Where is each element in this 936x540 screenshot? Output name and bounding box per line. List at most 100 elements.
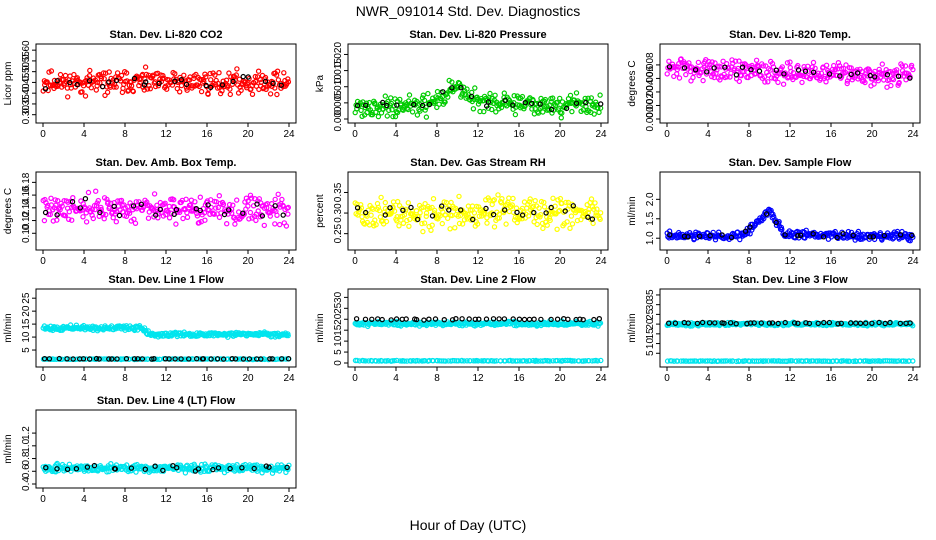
data-point [227,86,233,92]
y-axis-label: Licor ppm [3,62,14,106]
x-tick-label: 16 [201,256,213,267]
data-point [354,102,361,109]
data-point [445,215,451,222]
data-point [245,198,251,204]
x-tick-label: 24 [907,373,919,384]
data-point [272,221,278,227]
data-point [382,212,388,218]
data-point [439,358,445,364]
data-point [732,58,739,64]
data-point [263,86,269,93]
data-point [826,319,833,326]
data-point [470,106,477,112]
data-point [42,86,49,92]
data-point [126,210,133,216]
data-point [712,236,719,243]
data-point [768,358,775,364]
data-point [197,207,203,214]
data-point [160,467,166,474]
data-point [139,207,145,213]
data-point [42,209,49,216]
data-point [280,212,286,218]
data-point [382,93,388,99]
data-point [510,316,516,322]
data-point [722,358,728,364]
data-point [793,358,799,364]
data-point [810,230,816,237]
x-tick-label: 20 [554,129,566,140]
panel-2: Stan. Dev. Li-820 Pressure 0 4 8 12 16 20 24 0.0… [315,29,609,140]
data-point [532,197,538,204]
data-point [152,83,159,90]
x-tick-label: 12 [160,129,172,140]
data-point [278,82,284,88]
data-point [171,211,177,217]
data-point [799,79,805,86]
data-point [283,223,290,229]
data-point [203,82,209,89]
data-point [207,84,214,91]
data-point [445,94,451,100]
data-point [481,108,487,115]
data-point [763,63,769,69]
data-point [461,217,468,223]
data-point [406,223,412,229]
data-point [131,356,138,362]
data-point [230,202,236,208]
data-point [216,69,222,76]
data-point [372,217,378,223]
data-point [803,320,809,326]
x-tick-label: 4 [81,256,87,267]
data-point [230,78,236,85]
data-point [837,73,843,79]
y-tick-label: 10 [645,338,656,350]
data-point [44,79,50,85]
data-point [896,79,902,86]
data-point [765,79,771,85]
data-point [476,316,482,322]
data-point [369,316,375,322]
data-point [408,204,414,211]
panel-4: Stan. Dev. Amb. Box Temp. 0 4 8 12 16 20 24 0.10… [3,157,297,267]
plot-frame [659,43,921,124]
data-point [869,358,876,364]
data-point [281,70,287,76]
data-point [456,193,462,200]
data-point [487,90,493,97]
data-point [458,207,464,213]
x-tick-label: 16 [825,129,837,140]
data-point [582,358,589,364]
data-point [57,71,64,78]
x-tick-label: 4 [81,129,87,140]
data-point [521,316,528,323]
data-point [538,316,544,323]
data-point [277,221,283,228]
data-point [388,95,394,101]
data-point [554,226,560,232]
x-tick-label: 8 [746,129,752,140]
y-tick-label: 0.25 [333,223,344,243]
data-point [263,463,269,469]
data-point [285,211,291,217]
y-tick-label: 0.14 [21,198,32,218]
data-point [368,212,374,218]
data-point [91,462,98,469]
x-tick-label: 0 [664,129,670,140]
data-point [823,62,830,69]
data-point [74,75,81,81]
data-point [215,465,222,471]
data-point [728,234,735,241]
data-point [514,209,520,216]
data-point [246,356,253,362]
data-point [506,195,512,201]
x-tick-label: 24 [283,494,295,505]
data-point [48,195,54,201]
data-point [907,320,913,326]
data-point [429,222,435,228]
data-point [529,100,535,107]
x-tick-label: 0 [352,129,358,140]
y-tick-label: 0.006 [645,65,656,90]
data-point [201,209,208,216]
data-point [842,69,849,76]
